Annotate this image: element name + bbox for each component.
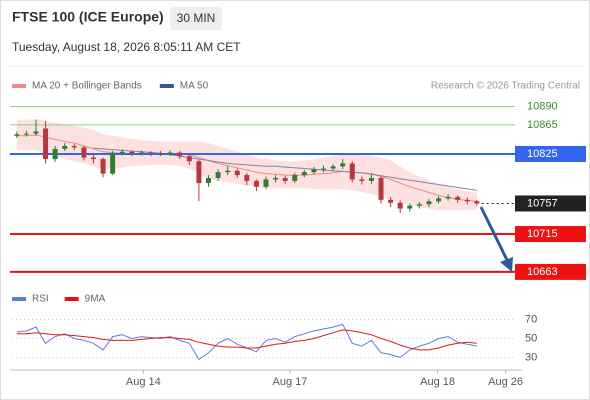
datetime: Tuesday, August 18, 2026 8:05:11 AM CET	[12, 40, 241, 54]
candle-body	[397, 202, 403, 209]
candle-body	[349, 163, 355, 180]
legend-swatch	[12, 84, 26, 88]
candle-body	[71, 145, 77, 148]
candle-body	[119, 151, 125, 154]
level-label: 10825	[527, 148, 558, 160]
legend-swatch	[159, 84, 174, 88]
candle-body	[196, 161, 202, 184]
level-box	[515, 195, 586, 212]
candle-body	[340, 163, 346, 167]
candle-body	[273, 177, 279, 180]
candle-body	[205, 177, 211, 184]
x-tick-label: Aug 26	[488, 376, 523, 388]
candle-body	[263, 179, 269, 187]
legend-label: 9MA	[85, 294, 106, 305]
candle-body	[311, 169, 317, 173]
legend-label: MA 50	[180, 81, 209, 92]
interval: 30 MIN	[177, 11, 216, 25]
candle-body	[292, 175, 298, 181]
candle-body	[23, 133, 29, 135]
x-tick-label: Aug 18	[420, 376, 455, 388]
candle-body	[43, 128, 49, 160]
candle-body	[244, 175, 250, 181]
candle-body	[455, 196, 461, 200]
candle-body	[388, 199, 394, 203]
candle-body	[33, 131, 39, 134]
candle-body	[90, 157, 96, 160]
candle-body	[330, 166, 336, 169]
candle-body	[321, 168, 327, 170]
candle-body	[407, 205, 413, 209]
y-tick-label: 70	[525, 313, 537, 325]
level-label: 10890	[527, 101, 558, 113]
candle-body	[474, 201, 480, 204]
candle-body	[215, 172, 221, 178]
candle-body	[234, 170, 240, 176]
level-box	[515, 145, 586, 162]
candle-body	[282, 177, 288, 181]
candle-body	[158, 153, 164, 155]
candle-body	[359, 179, 365, 181]
candle-body	[100, 159, 106, 174]
candle-body	[177, 152, 183, 157]
level-label: 10663	[527, 266, 558, 278]
candle-body	[14, 134, 20, 136]
title: FTSE 100 (ICE Europe)	[12, 9, 164, 25]
legend-swatch	[12, 297, 26, 301]
level-label: 10865	[527, 119, 558, 131]
level-label: 10715	[527, 228, 558, 240]
candle-body	[368, 177, 374, 181]
candle-body	[416, 204, 422, 206]
candle-body	[62, 145, 68, 149]
candle-body	[436, 198, 442, 202]
x-tick-label: Aug 14	[126, 376, 161, 388]
rsi-line	[16, 329, 477, 351]
legend-label: MA 20 + Bollinger Bands	[32, 81, 142, 92]
candle-body	[464, 199, 470, 202]
candle-body	[52, 148, 58, 160]
candle-body	[167, 152, 173, 154]
candle-body	[138, 152, 144, 154]
attribution: Research © 2026 Trading Central	[431, 81, 580, 92]
level-label: 10757	[527, 197, 558, 209]
candle-body	[186, 156, 192, 162]
candle-body	[378, 177, 384, 200]
interval-box	[170, 7, 222, 30]
legend-swatch	[64, 297, 79, 301]
legend-label: RSI	[32, 294, 49, 305]
y-tick-label: 30	[525, 351, 537, 363]
candle-body	[81, 147, 87, 158]
y-tick-label: 50	[525, 332, 537, 344]
candle-body	[129, 151, 135, 154]
candle-body	[225, 170, 231, 173]
ma20-line	[16, 134, 477, 202]
forecast-arrow	[479, 206, 513, 272]
candle-body	[110, 153, 116, 174]
candle-body	[148, 152, 154, 154]
x-tick-label: Aug 17	[273, 376, 308, 388]
candle-body	[253, 180, 259, 187]
level-box	[515, 263, 586, 280]
candle-body	[445, 196, 451, 199]
candle-body	[301, 172, 307, 176]
candle-body	[426, 201, 432, 205]
level-box	[515, 226, 586, 243]
